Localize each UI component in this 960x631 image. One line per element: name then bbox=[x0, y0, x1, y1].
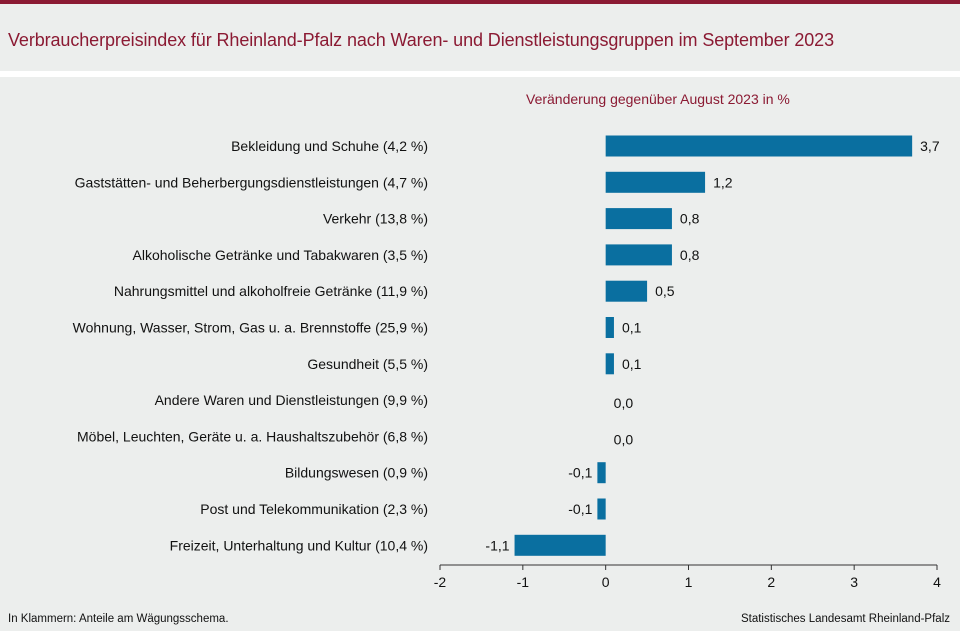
category-label: Nahrungsmittel und alkoholfreie Getränke… bbox=[114, 283, 428, 299]
x-tick-label: -1 bbox=[517, 574, 530, 590]
bar bbox=[605, 280, 648, 302]
data-label: 0,1 bbox=[622, 320, 642, 336]
bar bbox=[605, 353, 614, 375]
category-label: Wohnung, Wasser, Strom, Gas u. a. Brenns… bbox=[73, 320, 428, 336]
x-tick-label: 2 bbox=[767, 574, 775, 590]
bar bbox=[605, 244, 672, 266]
bar bbox=[597, 462, 606, 484]
data-label: 3,7 bbox=[920, 138, 940, 154]
category-label: Bildungswesen (0,9 %) bbox=[285, 465, 428, 481]
x-tick-label: 3 bbox=[850, 574, 858, 590]
category-label: Freizeit, Unterhaltung und Kultur (10,4 … bbox=[170, 537, 428, 553]
bar bbox=[514, 534, 606, 556]
category-label: Andere Waren und Dienstleistungen (9,9 %… bbox=[155, 392, 428, 408]
category-label: Gaststätten- und Beherbergungsdienstleis… bbox=[75, 174, 428, 190]
chart-subtitle: Veränderung gegenüber August 2023 in % bbox=[526, 91, 790, 107]
category-label: Post und Telekommunikation (2,3 %) bbox=[200, 501, 428, 517]
bar bbox=[605, 208, 672, 230]
data-label: 0,8 bbox=[680, 211, 700, 227]
data-label: 0,0 bbox=[614, 431, 634, 447]
source-note: Statistisches Landesamt Rheinland-Pfalz bbox=[740, 613, 950, 625]
bar bbox=[597, 498, 606, 520]
category-label: Verkehr (13,8 %) bbox=[323, 211, 428, 227]
footnote: In Klammern: Anteile am Wägungsschema. bbox=[8, 613, 229, 625]
x-tick-label: -2 bbox=[434, 574, 447, 590]
data-label: 0,0 bbox=[614, 395, 634, 411]
x-tick-label: 0 bbox=[602, 574, 610, 590]
category-label: Bekleidung und Schuhe (4,2 %) bbox=[231, 138, 428, 154]
category-label: Möbel, Leuchten, Geräte u. a. Haushaltsz… bbox=[77, 428, 428, 444]
category-label: Alkoholische Getränke und Tabakwaren (3,… bbox=[133, 247, 428, 263]
bar bbox=[605, 171, 706, 193]
data-label: 0,5 bbox=[655, 283, 675, 299]
data-label: -0,1 bbox=[568, 501, 592, 517]
bar bbox=[605, 317, 614, 338]
data-label: 1,2 bbox=[713, 174, 733, 190]
category-label: Gesundheit (5,5 %) bbox=[307, 356, 428, 372]
data-label: 0,1 bbox=[622, 356, 642, 372]
chart-header: Verbraucherpreisindex für Rheinland-Pfal… bbox=[0, 4, 960, 71]
chart-title: Verbraucherpreisindex für Rheinland-Pfal… bbox=[8, 30, 835, 50]
data-label: -0,1 bbox=[568, 465, 592, 481]
x-tick-label: 4 bbox=[933, 574, 941, 590]
bar bbox=[605, 135, 913, 157]
data-label: -1,1 bbox=[485, 537, 509, 553]
x-tick-label: 1 bbox=[685, 574, 693, 590]
top-accent-line bbox=[0, 0, 960, 4]
header-separator bbox=[0, 71, 960, 77]
data-label: 0,8 bbox=[680, 247, 700, 263]
